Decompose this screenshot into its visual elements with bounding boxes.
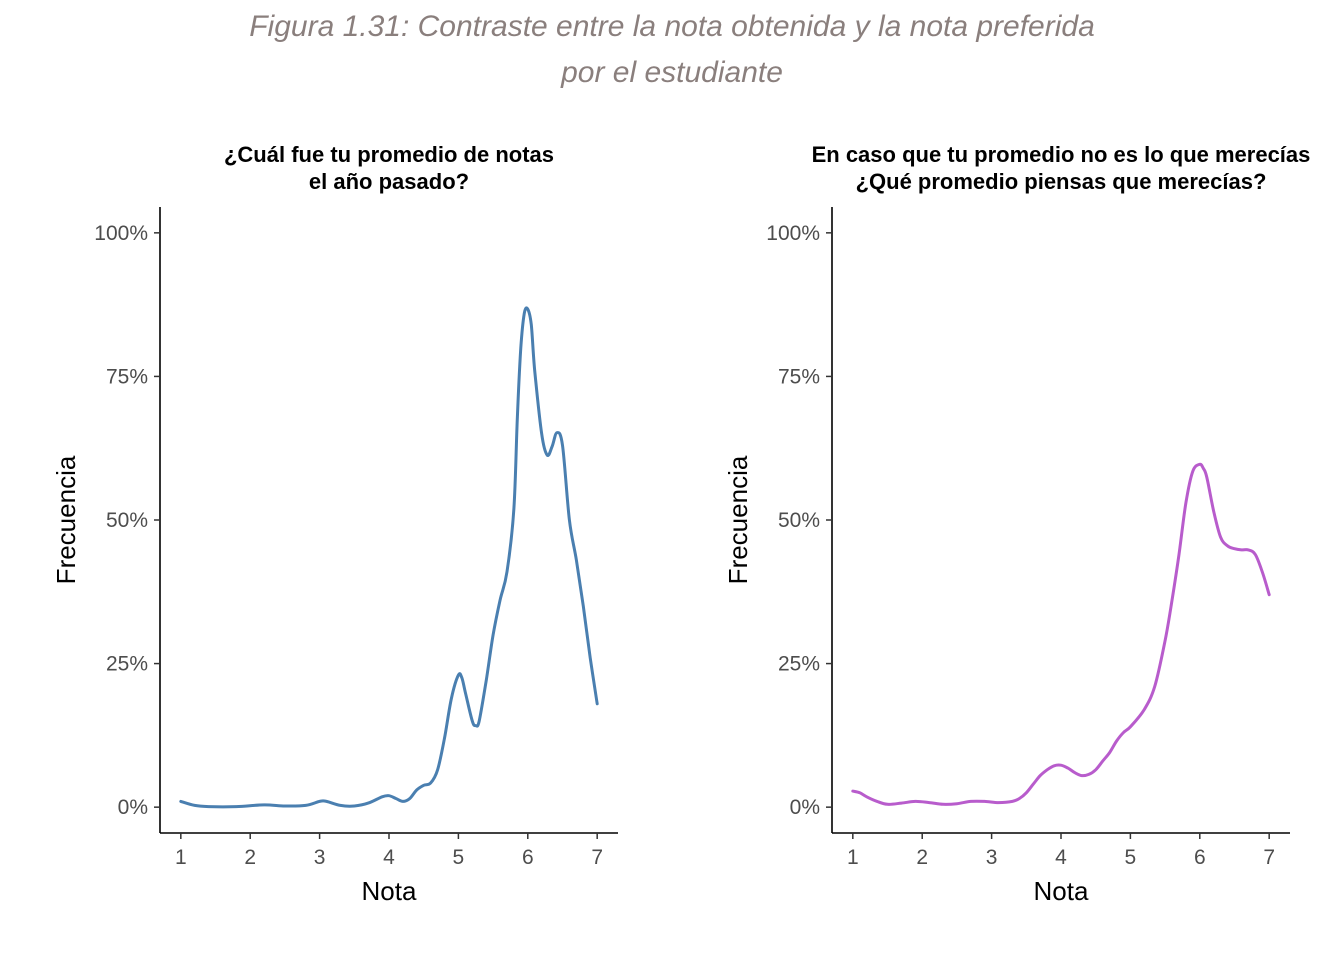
panel-1-y-tick-label: 75% bbox=[106, 365, 148, 388]
panel-1-x-tick-label: 6 bbox=[522, 846, 534, 869]
panel-2-title-line-1: En caso que tu promedio no es lo que mer… bbox=[812, 142, 1311, 167]
panel-1-y-tick-label: 50% bbox=[106, 509, 148, 532]
panel-1-x-tick-label: 4 bbox=[383, 846, 395, 869]
panel-2-x-tick-label: 3 bbox=[986, 846, 998, 869]
panel-2-x-tick-label: 7 bbox=[1263, 846, 1275, 869]
panel-2-y-tick-label: 50% bbox=[778, 509, 820, 532]
panel-2-x-axis-title: Nota bbox=[1034, 876, 1089, 906]
figure-caption: Figura 1.31: Contraste entre la nota obt… bbox=[0, 4, 1344, 96]
panel-1-y-tick-label: 25% bbox=[106, 653, 148, 676]
panel-1-x-tick-label: 2 bbox=[244, 846, 256, 869]
panel-2-x-tick-label: 4 bbox=[1055, 846, 1067, 869]
panel-1-title-line-1: ¿Cuál fue tu promedio de notas bbox=[224, 142, 554, 167]
panel-2-y-axis-title: Frecuencia bbox=[723, 455, 753, 584]
panel-1-density-line bbox=[179, 306, 599, 809]
panel-2-density-line bbox=[851, 462, 1271, 806]
panel-2-title-line-2: ¿Qué promedio piensas que merecías? bbox=[856, 169, 1267, 194]
panel-2-x-tick-label: 2 bbox=[916, 846, 928, 869]
panel-1-x-tick-label: 5 bbox=[453, 846, 465, 869]
panel-1-y-tick-label: 0% bbox=[118, 796, 148, 819]
panel-1-x-tick-label: 7 bbox=[591, 846, 603, 869]
panel-1-y-axis-title: Frecuencia bbox=[51, 455, 81, 584]
panel-2-x-tick-label: 6 bbox=[1194, 846, 1206, 869]
panel-1-x-axis-title: Nota bbox=[362, 876, 417, 906]
panel-1-title-line-2: el año pasado? bbox=[309, 169, 469, 194]
panel-1-x-tick-label: 3 bbox=[314, 846, 326, 869]
panel-2-y-tick-label: 75% bbox=[778, 365, 820, 388]
panel-1-x-tick-label: 1 bbox=[175, 846, 187, 869]
panel-2-y-tick-label: 25% bbox=[778, 653, 820, 676]
panel-2-y-tick-label: 0% bbox=[790, 796, 820, 819]
panel-2-x-tick-label: 5 bbox=[1125, 846, 1137, 869]
panel-1-y-tick-label: 100% bbox=[94, 222, 148, 245]
panel-2-y-tick-label: 100% bbox=[766, 222, 820, 245]
figure-caption-line-2: por el estudiante bbox=[561, 56, 783, 89]
figure-caption-line-1: Figura 1.31: Contraste entre la nota obt… bbox=[249, 10, 1095, 43]
panel-2-x-tick-label: 1 bbox=[847, 846, 859, 869]
